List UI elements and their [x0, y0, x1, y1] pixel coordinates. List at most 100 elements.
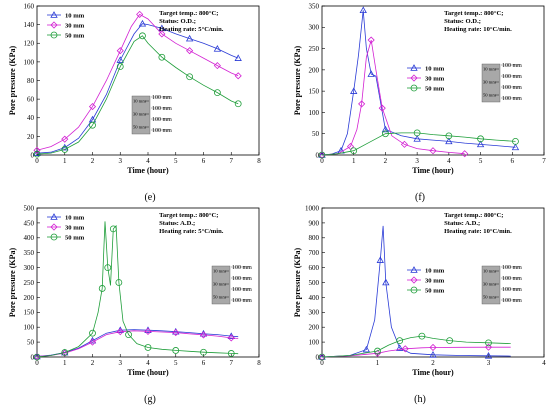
x-tick-label: 3 [487, 359, 491, 367]
data-point [125, 331, 132, 339]
inset-dimension-label: 100 mm [502, 298, 522, 304]
data-point [186, 73, 194, 81]
data-point [511, 143, 520, 151]
data-point [33, 353, 41, 361]
y-tick-label: 50 [312, 130, 320, 138]
condition-text: Target temp.: 800°C; [159, 212, 218, 219]
y-tick-label: 500 [24, 204, 35, 212]
condition-text: Heating rate: 5°C/min. [159, 26, 224, 33]
x-tick-label: 6 [202, 359, 206, 367]
y-axis-label: Pore pressure (KPa) [8, 248, 17, 318]
data-point [88, 103, 97, 111]
inset-dimension-label: 100 mm [232, 265, 252, 271]
y-tick-label: 300 [24, 264, 35, 272]
condition-text: Heating rate: 5°C/min. [159, 228, 224, 235]
plot-frame [321, 5, 545, 156]
data-point [185, 34, 194, 42]
data-point [362, 345, 371, 353]
y-tick-label: 0 [31, 151, 35, 159]
data-point [429, 147, 437, 155]
data-point [213, 62, 221, 70]
data-point [234, 54, 242, 61]
x-tick-label: 2 [431, 359, 435, 367]
legend-label: 30 mm [65, 22, 85, 29]
data-point [446, 337, 454, 345]
legend-marker [410, 84, 418, 92]
y-tick-label: 350 [309, 2, 320, 10]
data-point [89, 329, 96, 337]
y-tick-label: 250 [24, 279, 35, 287]
data-point [33, 352, 41, 360]
x-tick-label: 1 [63, 359, 67, 367]
inset-depth-label: 30 mm [133, 112, 146, 117]
data-point [373, 349, 382, 357]
series-line-10mm [321, 10, 516, 156]
y-tick-label: 400 [24, 234, 35, 242]
inset-dimension-label: 100 mm [502, 74, 522, 80]
data-point [33, 150, 41, 158]
y-tick-label: 350 [24, 249, 35, 257]
legend-marker [50, 11, 58, 18]
x-tick-label: 1 [63, 157, 67, 165]
y-tick-label: 450 [24, 219, 35, 227]
y-tick-label: 1000 [305, 204, 320, 212]
inset-depth-label: 50 mm [483, 93, 496, 98]
legend-marker [410, 64, 418, 71]
data-point [358, 100, 366, 108]
x-axis-label: Time (hour) [412, 166, 454, 175]
data-point [350, 87, 358, 94]
inset-dimension-label: 100 mm [502, 287, 522, 293]
x-tick-label: 7 [542, 157, 546, 165]
inset-depth-label: 10 mm [483, 269, 496, 274]
data-point [382, 278, 390, 286]
series-line-30mm [36, 13, 239, 151]
data-point [61, 143, 69, 151]
legend-label: 30 mm [65, 224, 85, 231]
data-point [158, 53, 166, 61]
data-point [484, 351, 493, 359]
data-point [318, 353, 326, 361]
data-point [88, 338, 97, 346]
condition-text: Heating rate: 10°C/min. [444, 228, 512, 235]
data-point [98, 285, 106, 292]
data-point [477, 135, 484, 143]
series-line-50mm [36, 35, 239, 155]
data-point [109, 225, 117, 233]
x-tick-label: 4 [146, 157, 150, 165]
x-tick-label: 1 [376, 359, 380, 367]
legend-marker [410, 266, 418, 273]
data-point [116, 47, 124, 55]
condition-text: Status: A.D.; [159, 220, 195, 227]
y-tick-label: 120 [24, 40, 35, 48]
legend-label: 50 mm [425, 287, 445, 294]
data-point [461, 150, 469, 158]
inset-dimension-label: 100 mm [502, 265, 522, 271]
x-tick-label: 5 [174, 157, 178, 165]
y-tick-label: 50 [27, 339, 35, 347]
data-point [418, 332, 426, 340]
x-tick-label: 6 [202, 157, 206, 165]
x-tick-label: 3 [119, 157, 123, 165]
data-point [138, 19, 147, 27]
data-point [234, 72, 242, 80]
data-point [376, 256, 384, 263]
chart-panel-f: 0 1 2 3 4 5 6 7 0 50 100 150 200 250 300 350 Time (hour)… [293, 2, 546, 203]
data-point [61, 135, 69, 143]
y-tick-label: 300 [309, 309, 320, 317]
y-tick-label: 500 [309, 279, 320, 287]
y-tick-label: 100 [24, 324, 35, 332]
data-point [367, 36, 375, 44]
series-line-30mm [36, 330, 239, 357]
data-point [213, 89, 221, 97]
data-point [144, 327, 152, 335]
data-point [227, 332, 235, 339]
data-point [199, 331, 208, 339]
condition-text: Status: O.D.; [444, 18, 481, 25]
inset-dimension-label: 100 mm [502, 276, 522, 282]
y-tick-label: 0 [316, 151, 320, 159]
data-point [144, 344, 152, 351]
data-point [33, 149, 41, 156]
x-tick-label: 7 [230, 359, 234, 367]
x-tick-label: 4 [447, 157, 451, 165]
